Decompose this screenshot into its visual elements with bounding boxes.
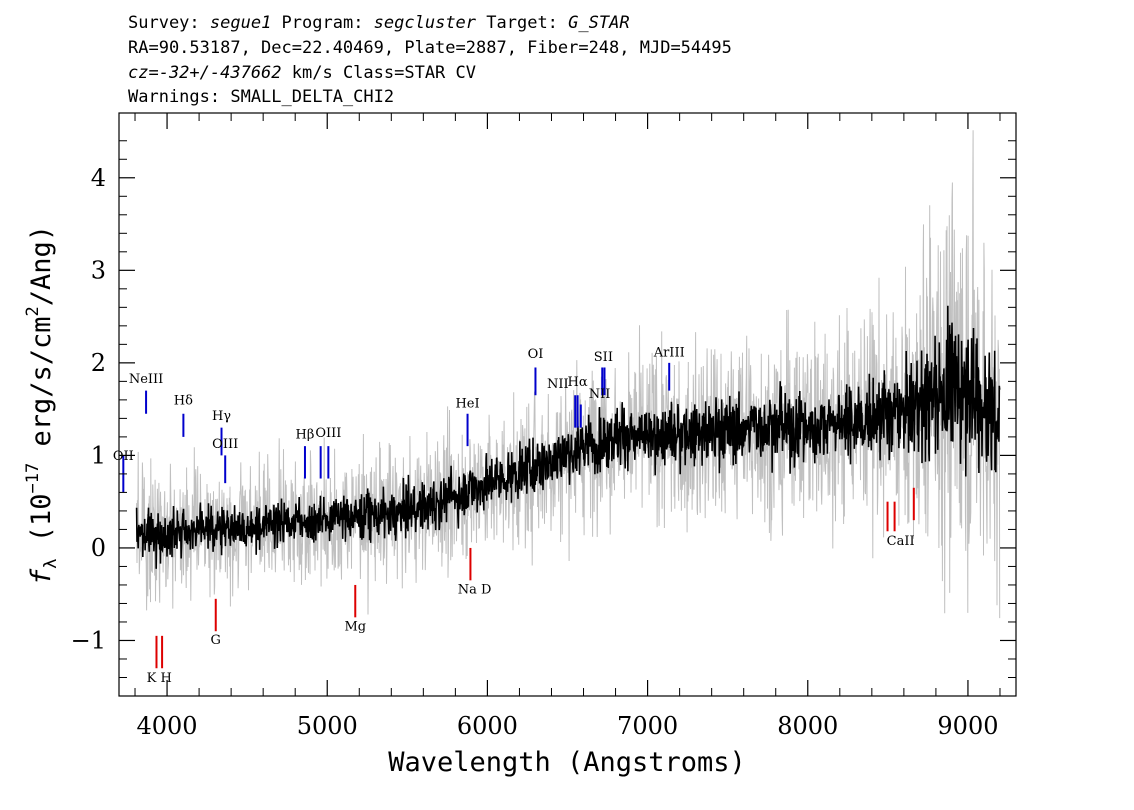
axis-ticks: 4000 5000 6000 7000 8000 9000 −1 0 1 2 3 4 (71, 113, 1016, 740)
x-tick-label: 6000 (457, 712, 518, 740)
plot-header: Survey: segue1 Program: segcluster Targe… (128, 13, 732, 107)
emission-line-label: NII (589, 387, 611, 402)
y-tick-label: 4 (91, 164, 106, 192)
x-tick-label: 4000 (137, 712, 198, 740)
absorption-line-label: G (211, 633, 221, 648)
emission-line-label: Hδ (174, 394, 193, 409)
plot-frame (118, 112, 1017, 697)
x-axis-label: Wavelength (Angstroms) (388, 747, 746, 778)
emission-line-label: NII (547, 377, 569, 392)
emission-line-label: Hβ (296, 428, 315, 443)
y-axis-label: fλ (10−17 erg/s/cm2/Ang) (23, 225, 61, 585)
emission-line-label: OII (113, 449, 134, 464)
header-line-warnings: Warnings: SMALL_DELTA_CHI2 (128, 87, 394, 107)
y-tick-label: 0 (91, 534, 106, 562)
x-tick-label: 8000 (777, 712, 838, 740)
absorption-line-label: Na D (458, 582, 492, 597)
emission-line-label: Hα (568, 375, 588, 390)
x-tick-label: 5000 (297, 712, 358, 740)
y-tick-label: 3 (91, 256, 106, 284)
emission-line-label: NeIII (129, 372, 163, 387)
y-tick-label: 2 (91, 349, 106, 377)
y-tick-label: 1 (91, 441, 106, 469)
absorption-line-label: Mg (344, 619, 366, 634)
absorption-line-label: K H (147, 671, 172, 686)
flux-line (135, 305, 1001, 569)
absorption-line-label: CaII (887, 534, 915, 549)
header-line-survey: Survey: segue1 Program: segcluster Targe… (128, 13, 630, 33)
emission-line-label: OIII (212, 437, 238, 452)
emission-line-label: SII (594, 350, 613, 365)
emission-line-label: Hγ (212, 409, 231, 424)
emission-line-label: ArIII (653, 345, 685, 360)
x-tick-label: 9000 (937, 712, 998, 740)
header-line-redshift: cz=-32+/-437662 km/s Class=STAR CV (128, 63, 476, 83)
emission-line-label: HeI (455, 396, 479, 411)
y-tick-label: −1 (71, 626, 106, 654)
emission-line-label: OI (528, 347, 544, 362)
x-tick-label: 7000 (617, 712, 678, 740)
emission-line-label: OIII (315, 426, 341, 441)
header-line-coords: RA=90.53187, Dec=22.40469, Plate=2887, F… (128, 38, 732, 58)
flux-series-line (135, 305, 1001, 569)
